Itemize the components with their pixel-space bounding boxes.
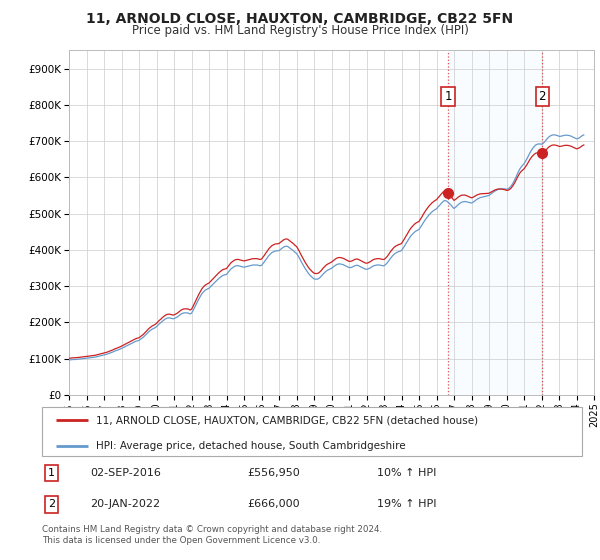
Text: 10% ↑ HPI: 10% ↑ HPI (377, 468, 436, 478)
Text: 1: 1 (445, 90, 452, 104)
Text: Contains HM Land Registry data © Crown copyright and database right 2024.
This d: Contains HM Land Registry data © Crown c… (42, 525, 382, 545)
Text: 02-SEP-2016: 02-SEP-2016 (91, 468, 161, 478)
FancyBboxPatch shape (42, 407, 582, 456)
Text: 2: 2 (538, 90, 546, 104)
Bar (448, 50, 542, 395)
Text: £556,950: £556,950 (247, 468, 300, 478)
Text: 1: 1 (48, 468, 55, 478)
Text: 19% ↑ HPI: 19% ↑ HPI (377, 500, 436, 510)
Text: Price paid vs. HM Land Registry's House Price Index (HPI): Price paid vs. HM Land Registry's House … (131, 24, 469, 37)
Text: 2: 2 (48, 500, 55, 510)
Text: 11, ARNOLD CLOSE, HAUXTON, CAMBRIDGE, CB22 5FN: 11, ARNOLD CLOSE, HAUXTON, CAMBRIDGE, CB… (86, 12, 514, 26)
Text: HPI: Average price, detached house, South Cambridgeshire: HPI: Average price, detached house, Sout… (96, 441, 406, 451)
Text: 11, ARNOLD CLOSE, HAUXTON, CAMBRIDGE, CB22 5FN (detached house): 11, ARNOLD CLOSE, HAUXTON, CAMBRIDGE, CB… (96, 416, 478, 426)
Text: 20-JAN-2022: 20-JAN-2022 (91, 500, 161, 510)
Text: £666,000: £666,000 (247, 500, 300, 510)
